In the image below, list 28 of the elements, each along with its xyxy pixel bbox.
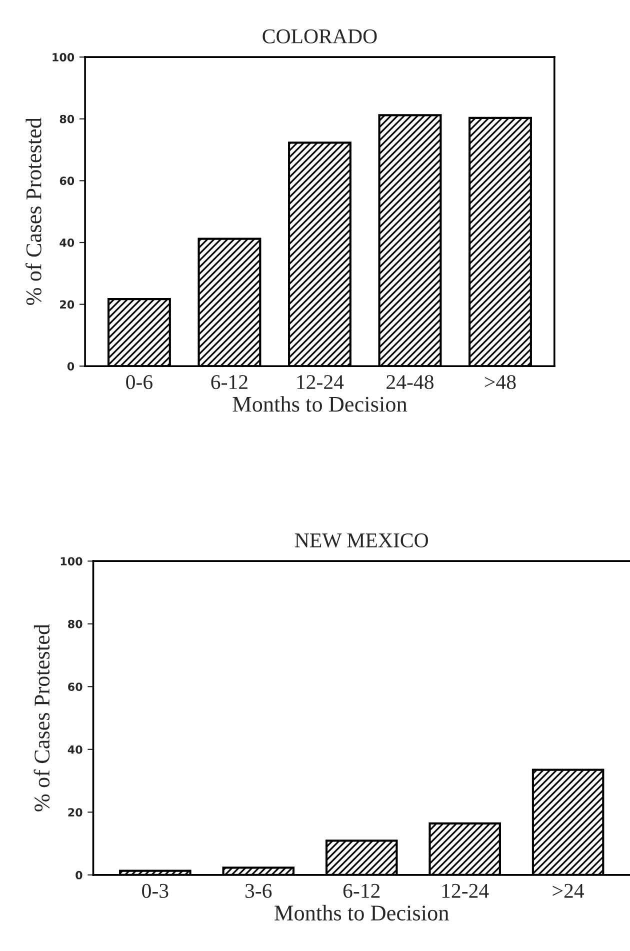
y-tick-label: 100 (52, 53, 74, 62)
y-tick-label: 0 (76, 870, 82, 880)
y-tick-label: 60 (60, 176, 74, 186)
y-tick-label: 0 (67, 362, 74, 371)
x-tick-label: >24 (552, 884, 584, 898)
y-tick-label: 80 (60, 114, 74, 124)
chart-title: NEW MEXICO (294, 533, 428, 548)
x-tick-label: 12-24 (442, 884, 489, 898)
y-tick-label: 80 (68, 620, 82, 628)
chart-title: COLORADO (262, 29, 377, 44)
x-tick-label: 3-6 (246, 884, 272, 898)
y-tick-label: 60 (68, 682, 82, 691)
y-tick-label: 40 (60, 238, 74, 247)
y-axis-title: % of Cases Protested (26, 118, 42, 305)
y-axis-title: % of Cases Protested (34, 624, 50, 812)
y-tick-label: 20 (60, 300, 74, 309)
y-tick-label: 40 (68, 745, 82, 754)
x-axis-title: Months to Decision (232, 396, 408, 412)
x-tick-label: 0-6 (126, 375, 152, 390)
x-tick-label: 12-24 (297, 375, 344, 389)
x-axis-title: Months to Decision (274, 904, 449, 921)
y-tick-label: 100 (60, 557, 82, 566)
x-tick-label: 24-48 (386, 375, 434, 390)
x-tick-label: 6-12 (211, 375, 248, 390)
x-tick-label: 0-3 (142, 884, 168, 898)
x-tick-label: >48 (485, 375, 516, 390)
x-tick-label: 6-12 (343, 884, 380, 898)
y-tick-label: 20 (68, 808, 82, 817)
